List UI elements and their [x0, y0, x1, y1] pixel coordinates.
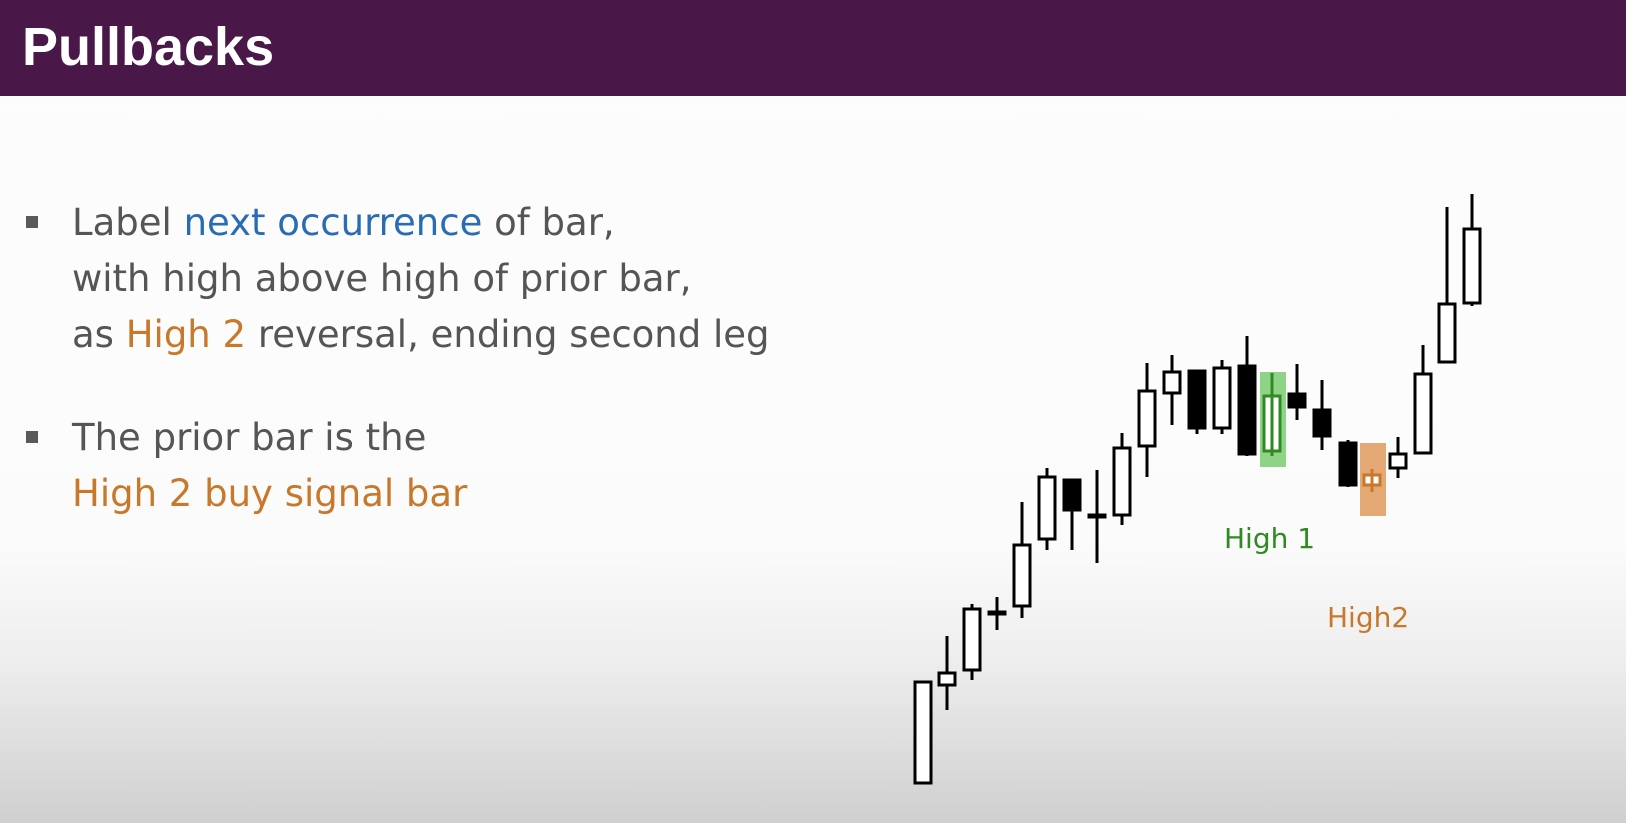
bar-body [1388, 452, 1408, 470]
price-bar [1212, 360, 1232, 434]
price-bar [1037, 468, 1057, 550]
high2-highlight: High 2 [125, 313, 247, 356]
bar-body [962, 607, 982, 672]
price-bar [1187, 369, 1207, 434]
price-bar [1462, 194, 1482, 306]
bar-body [1037, 475, 1057, 541]
bar-body [937, 671, 957, 687]
price-bar [1388, 437, 1408, 478]
price-bar [1413, 345, 1433, 455]
high1-label: High 1 [1224, 522, 1316, 555]
price-bar [1287, 364, 1307, 420]
high1-bar [1262, 373, 1282, 456]
bar-body [1237, 364, 1257, 456]
high2-label: High2 [1327, 601, 1410, 634]
bullet1-line3-text-a: as [72, 313, 126, 356]
bullet2-line1: The prior bar is the [72, 416, 427, 459]
price-bar [987, 597, 1007, 630]
price-bar [1312, 380, 1332, 450]
price-bar [1137, 363, 1157, 477]
bar-body [1162, 370, 1182, 395]
bar-body [1462, 227, 1482, 305]
bullet1-line2: with high above high of prior bar, [72, 257, 692, 300]
price-bar [937, 636, 957, 710]
bar-body [1012, 543, 1032, 608]
bar-body [1062, 478, 1082, 512]
bullet2-line2: High 2 buy signal bar [72, 472, 468, 515]
bar-body [1312, 408, 1332, 438]
bullet1-line3-text-c: reversal, ending second leg [246, 313, 770, 356]
bar-body [1212, 366, 1232, 430]
bar-body [1287, 392, 1307, 409]
slide-title: Pullbacks [22, 17, 275, 77]
price-bar [1437, 207, 1457, 364]
price-bar [1062, 478, 1082, 550]
bar-body [1413, 372, 1433, 455]
bar-body [1087, 513, 1107, 519]
price-bar [1338, 440, 1358, 487]
bar-body [1338, 441, 1358, 487]
bar-body [1187, 369, 1207, 430]
bullet1-text-a: Label [72, 201, 184, 244]
bullet1-line1: Label next occurrence of bar, [72, 201, 615, 245]
price-bar [1162, 355, 1182, 425]
title-bar: Pullbacks [0, 0, 1626, 96]
next-occurrence-highlight: next occurrence [183, 201, 483, 244]
price-bar [1112, 433, 1132, 525]
bullet-marker [26, 431, 38, 443]
price-bar [1012, 502, 1032, 618]
high2-bar [1362, 469, 1382, 492]
bar-body [1437, 302, 1457, 364]
bullet-marker [26, 216, 38, 228]
price-bar [962, 604, 982, 680]
bar-body [1112, 446, 1132, 517]
bar-body [913, 680, 933, 785]
bullet1-line3: as High 2 reversal, ending second leg [72, 313, 770, 357]
price-bar [1237, 336, 1257, 456]
price-bar [913, 680, 933, 785]
price-bar [1087, 470, 1107, 563]
bar-body [1137, 389, 1157, 448]
bar-body [987, 610, 1007, 616]
bullet1-text-c: of bar, [482, 201, 615, 244]
